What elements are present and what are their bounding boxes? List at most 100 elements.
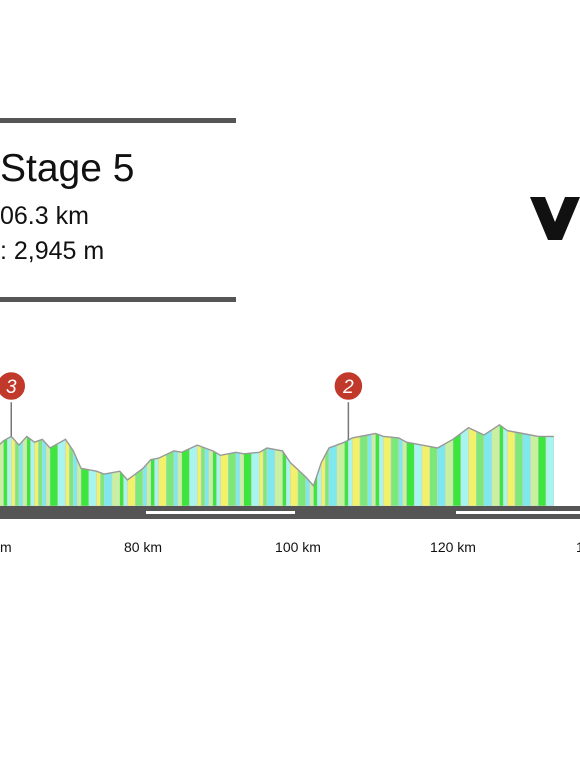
profile-segment (235, 452, 241, 507)
km-tick-label: m (0, 539, 12, 555)
km-axis-segments (146, 511, 580, 514)
profile-segment (119, 470, 124, 507)
profile-segment (142, 463, 148, 507)
profile-segment (507, 430, 516, 507)
profile-segment (200, 446, 206, 507)
profile-outline (0, 423, 554, 488)
profile-segment (336, 441, 345, 507)
profile-segment (189, 444, 198, 507)
profile-segment (406, 441, 415, 507)
profile-segment (538, 436, 547, 507)
profile-segment (262, 447, 268, 507)
profile-segment (243, 452, 252, 507)
km-axis-segment (146, 511, 295, 514)
profile-segment (452, 433, 461, 507)
climb-category-label: 3 (6, 377, 17, 398)
profile-segment (414, 443, 423, 507)
stage-elevation: : 2,945 m (0, 237, 105, 265)
profile-segment (88, 469, 97, 507)
profile-segment (398, 437, 403, 507)
profile-segment (352, 436, 361, 507)
profile-segment (11, 435, 16, 507)
profile-segment (359, 434, 368, 507)
profile-segment (7, 435, 12, 507)
profile-segment (26, 435, 31, 507)
profile-segment (286, 455, 291, 507)
profile-segment (530, 434, 539, 507)
profile-segment (181, 448, 190, 507)
profile-segment (437, 443, 446, 507)
profile-segment (402, 439, 407, 507)
profile-segment (177, 451, 182, 507)
profile-segment (259, 449, 264, 507)
top-rule (0, 118, 236, 123)
profile-segment (104, 472, 113, 507)
profile-segment (468, 427, 477, 507)
profile-gradient-fills (0, 424, 554, 507)
climb-marker-circle (0, 369, 28, 403)
profile-segment (483, 429, 492, 507)
profile-segment (266, 447, 275, 507)
profile-segment (69, 444, 74, 507)
profile-segment (173, 450, 179, 507)
profile-segment (197, 444, 202, 507)
profile-segment (158, 454, 167, 507)
profile-segment (274, 449, 283, 507)
profile-segment (383, 436, 392, 507)
profile-segment (239, 452, 244, 507)
profile-segment (34, 440, 39, 507)
profile-segment (3, 438, 8, 507)
stage-title: Stage 5 (0, 147, 135, 190)
climb-marker-circle (332, 369, 365, 403)
profile-segment (212, 450, 217, 507)
climb-category-label: 2 (342, 377, 354, 398)
profile-segment (146, 458, 151, 507)
km-tick-label: 1 (576, 539, 580, 555)
stage-distance: 06.3 km (0, 202, 89, 230)
profile-segment (282, 450, 287, 507)
profile-segment (324, 447, 330, 507)
profile-segment (208, 449, 213, 507)
profile-segment (367, 433, 372, 507)
profile-segment (445, 438, 454, 507)
profile-segment (503, 427, 508, 507)
profile-segment (204, 447, 210, 507)
profile-segment (30, 438, 35, 507)
profile-segment (65, 438, 70, 507)
profile-segment (22, 435, 27, 507)
profile-segment (348, 437, 353, 507)
km-tick-label: 100 km (275, 539, 321, 555)
profile-segment (80, 467, 89, 507)
profile-segment (38, 438, 43, 507)
profile-segment (429, 446, 438, 507)
profile-segment (111, 470, 120, 507)
profile-segment (0, 440, 4, 507)
profile-segment (166, 450, 175, 507)
profile-segment (421, 444, 430, 507)
profile-segment (14, 440, 20, 507)
profile-segment (228, 452, 237, 507)
profile-segment (390, 436, 399, 507)
profile-segment (42, 438, 47, 507)
profile-segment (371, 433, 376, 507)
profile-segment (220, 453, 229, 507)
profile-segment (150, 458, 155, 507)
bottom-rule (0, 297, 236, 302)
v-logo-icon (530, 197, 580, 240)
profile-segment (251, 452, 260, 507)
profile-segment (49, 443, 58, 507)
profile-segment (216, 452, 221, 507)
profile-segment (545, 436, 554, 507)
km-axis-segment (456, 511, 580, 514)
profile-segment (476, 430, 485, 507)
profile-segment (491, 424, 500, 507)
profile-segment (57, 438, 66, 507)
profile-segment (18, 440, 24, 507)
km-tick-label: 80 km (123, 539, 163, 555)
profile-segment (460, 427, 469, 507)
profile-segment (154, 457, 159, 507)
profile-segment (344, 439, 349, 507)
profile-segment (45, 442, 51, 507)
